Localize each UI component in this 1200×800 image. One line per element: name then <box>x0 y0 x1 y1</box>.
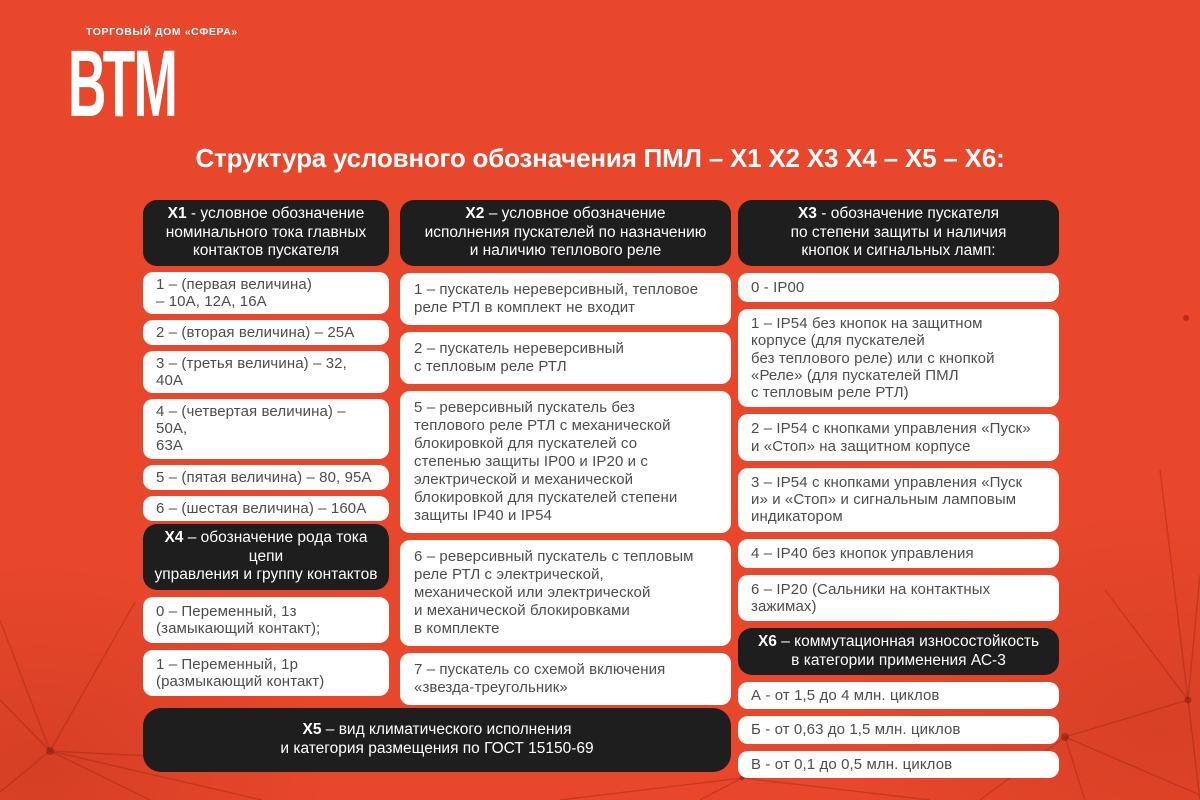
x6-item-v: В - от 0,1 до 0,5 млн. циклов <box>738 750 1059 778</box>
x1-item-1: 1 – (первая величина) – 10А, 12А, 16А <box>143 271 389 314</box>
section-x2: Х2 – условное обозначение исполнения пус… <box>400 200 731 705</box>
section-x5-header-prefix: Х5 <box>302 721 322 739</box>
x2-item-1: 1 – пускатель нереверсивный, тепловое ре… <box>400 272 731 325</box>
logo-tagline: ТОРГОВЫЙ ДОМ «СФЕРА» <box>86 26 238 38</box>
section-x4-header-prefix: Х4 <box>164 529 184 546</box>
section-x4-header-text: – обозначение рода тока цепи управления … <box>154 529 378 584</box>
section-x1-header: Х1 - условное обозначение номинального т… <box>143 200 389 266</box>
section-x6-header: Х6 – коммутационная износостойкость в ка… <box>738 628 1059 676</box>
x3-item-1: 1 – IP54 без кнопок на защитном корпусе … <box>738 309 1059 408</box>
section-x4-header: Х4 – обозначение рода тока цепи управлен… <box>143 524 389 590</box>
section-x3-header-prefix: Х3 <box>797 205 817 222</box>
x6-item-a: А - от 1,5 до 4 млн. циклов <box>738 682 1059 710</box>
section-x2-header-text: – условное обозначение исполнения пускат… <box>424 205 707 260</box>
x3-item-4: 4 – IP40 без кнопок управления <box>738 538 1059 568</box>
section-x3: Х3 - обозначение пускателя по степени за… <box>738 200 1059 622</box>
section-x6-header-text: – коммутационная износостойкость в катег… <box>781 633 1040 669</box>
x1-item-2: 2 – (вторая величина) – 25А <box>143 319 389 346</box>
x1-item-5: 5 – (пятая величина) – 80, 95А <box>143 464 389 490</box>
x1-item-3: 3 – (третья величина) – 32, 40А <box>143 351 389 394</box>
section-x6: Х6 – коммутационная износостойкость в ка… <box>738 628 1059 778</box>
logo: ТОРГОВЫЙ ДОМ «СФЕРА» ВТМ <box>68 26 261 137</box>
x3-item-0: 0 - IP00 <box>738 272 1059 303</box>
section-x5-header-text: – вид климатического исполнения и катего… <box>280 721 594 757</box>
x2-item-6: 6 – реверсивный пускатель с тепловым рел… <box>400 539 731 646</box>
section-x1-header-text: - условное обозначение номинального тока… <box>165 205 367 260</box>
x3-item-2: 2 – IP54 с кнопками управления «Пуск» и … <box>738 414 1059 461</box>
x2-item-5: 5 – реверсивный пускатель без теплового … <box>400 390 731 533</box>
section-x2-header: Х2 – условное обозначение исполнения пус… <box>400 200 731 266</box>
x2-item-7: 7 – пускатель со схемой включения «звезд… <box>400 652 731 705</box>
x4-item-0: 0 – Переменный, 1з (замыкающий контакт); <box>143 596 389 643</box>
x3-item-3: 3 – IP54 с кнопками управления «Пуск и» … <box>738 467 1059 532</box>
section-x4: Х4 – обозначение рода тока цепи управлен… <box>143 524 389 697</box>
section-x3-header: Х3 - обозначение пускателя по степени за… <box>738 200 1059 266</box>
section-x1-header-prefix: Х1 <box>167 205 187 222</box>
x3-item-6: 6 – IP20 (Сальники на контактных зажимах… <box>738 574 1059 622</box>
x2-item-2: 2 – пускатель нереверсивный с тепловым р… <box>400 331 731 384</box>
page-title: Структура условного обозначения ПМЛ – Х1… <box>195 143 1005 173</box>
logo-wordmark: ВТМ <box>68 31 178 137</box>
section-x5-text: Х5 – вид климатического исполнения и кат… <box>280 721 593 758</box>
section-x2-header-prefix: Х2 <box>465 205 485 222</box>
section-x5-banner: Х5 – вид климатического исполнения и кат… <box>143 708 731 772</box>
section-x6-header-prefix: Х6 <box>757 633 777 650</box>
x6-item-b: Б - от 0,63 до 1,5 млн. циклов <box>738 716 1059 744</box>
x4-item-1: 1 – Переменный, 1р (размыкающий контакт) <box>143 649 389 697</box>
x1-item-4: 4 – (четвертая величина) – 50А, 63А <box>143 399 389 459</box>
section-x1: Х1 - условное обозначение номинального т… <box>143 200 389 552</box>
x1-item-6: 6 – (шестая величина) – 160А <box>143 495 389 521</box>
section-x3-header-text: - обозначение пускателя по степени защит… <box>790 205 1007 260</box>
